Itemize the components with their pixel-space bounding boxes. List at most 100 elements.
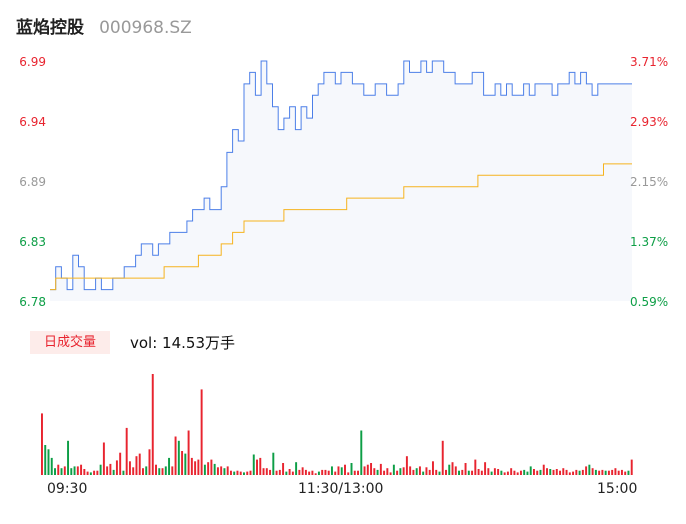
volume-bar [128, 461, 131, 475]
volume-bar [288, 469, 291, 475]
volume-bar [360, 430, 363, 475]
volume-bar [340, 467, 343, 475]
volume-bar [363, 466, 366, 475]
volume-bar [344, 464, 346, 475]
volume-bar [41, 413, 43, 475]
volume-bar [291, 471, 294, 475]
volume-bar [441, 440, 444, 475]
volume-bar [324, 469, 327, 475]
volume-bar [76, 466, 79, 475]
volume-bar [252, 454, 255, 475]
volume-bar [298, 469, 301, 475]
volume-bar [438, 471, 441, 475]
volume-bar [415, 468, 418, 475]
volume-bar [337, 466, 340, 475]
volume-bar [187, 430, 190, 475]
volume-bar [529, 466, 532, 475]
volume-bar [614, 468, 617, 475]
volume-bar [148, 449, 151, 475]
volume-bar [265, 468, 268, 475]
volume-bar [542, 464, 545, 475]
volume-bar [99, 464, 102, 475]
volume-bar [620, 469, 623, 475]
volume-bar [190, 457, 193, 475]
volume-bar [594, 469, 597, 475]
volume-bar [67, 440, 70, 475]
volume-bar [461, 469, 464, 475]
volume-bar [532, 469, 535, 475]
volume-bar [464, 463, 467, 475]
volume-bar [161, 468, 164, 475]
volume-bar [347, 472, 350, 475]
price-area-fill [50, 61, 632, 301]
stock-name: 蓝焰控股 [16, 18, 84, 38]
volume-bar [272, 452, 275, 475]
volume-bar [624, 471, 627, 475]
volume-bar [467, 470, 470, 475]
volume-bar [47, 449, 50, 475]
volume-bar [392, 464, 395, 475]
volume-bar [591, 468, 594, 475]
volume-bar [418, 466, 421, 475]
volume-bar [435, 469, 438, 475]
volume-bar [295, 462, 298, 475]
volume-bar [226, 466, 229, 475]
volume-bar [572, 471, 575, 475]
volume-bar [409, 466, 412, 475]
volume-bar [135, 456, 138, 475]
volume-bar [246, 471, 249, 475]
volume-bar [490, 471, 493, 475]
pct-tick-label-4: 0.59% [630, 295, 669, 309]
volume-bar [174, 436, 177, 475]
average-price-line [50, 163, 632, 291]
volume-bar [330, 466, 333, 475]
volume-bar [301, 467, 304, 475]
volume-bar [568, 472, 571, 475]
volume-bar [210, 459, 213, 475]
volume-bar [396, 470, 399, 475]
price-tick-label-0: 6.99 [19, 55, 46, 69]
volume-bar [83, 469, 86, 475]
volume-bar [80, 464, 83, 475]
volume-bar [389, 472, 392, 475]
volume-bar [106, 466, 109, 475]
volume-bar [164, 466, 167, 475]
volume-bar [327, 470, 330, 475]
volume-bar [448, 464, 451, 475]
volume-bar [523, 469, 526, 475]
volume-bar [428, 469, 431, 475]
volume-bar [334, 471, 337, 475]
volume-bar [256, 459, 258, 475]
volume-bar [44, 445, 47, 475]
pct-tick-label-0: 3.71% [630, 55, 669, 69]
volume-bar [89, 472, 92, 475]
volume-bar [269, 469, 272, 475]
volume-bar [422, 471, 425, 475]
volume-bar [321, 469, 324, 475]
daily-volume-tab[interactable]: 日成交量 [30, 331, 110, 354]
volume-bar [516, 472, 519, 475]
volume-bar [454, 466, 457, 475]
volume-bar [243, 472, 245, 475]
volume-bar [229, 470, 232, 475]
pct-tick-label-3: 1.37% [630, 235, 669, 249]
volume-bar [405, 456, 408, 475]
volume-bar [386, 468, 389, 475]
time-tick-close: 15:00 [597, 481, 638, 497]
volume-bar [122, 470, 125, 475]
stock-header: 蓝焰控股 000968.SZ [16, 13, 192, 39]
price-tick-label-3: 6.83 [19, 235, 46, 249]
volume-bar [207, 462, 210, 475]
volume-bar [54, 468, 56, 475]
volume-bar [184, 453, 187, 475]
volume-bar [546, 468, 548, 475]
volume-bar [471, 470, 474, 475]
volume-bar [132, 467, 135, 475]
volume-bar [233, 471, 236, 475]
volume-bar [510, 468, 513, 475]
volume-bar [607, 470, 610, 475]
volume-bar [493, 468, 496, 475]
price-series-line [50, 60, 632, 291]
volume-bar [526, 471, 529, 475]
volume-bar [317, 471, 320, 475]
